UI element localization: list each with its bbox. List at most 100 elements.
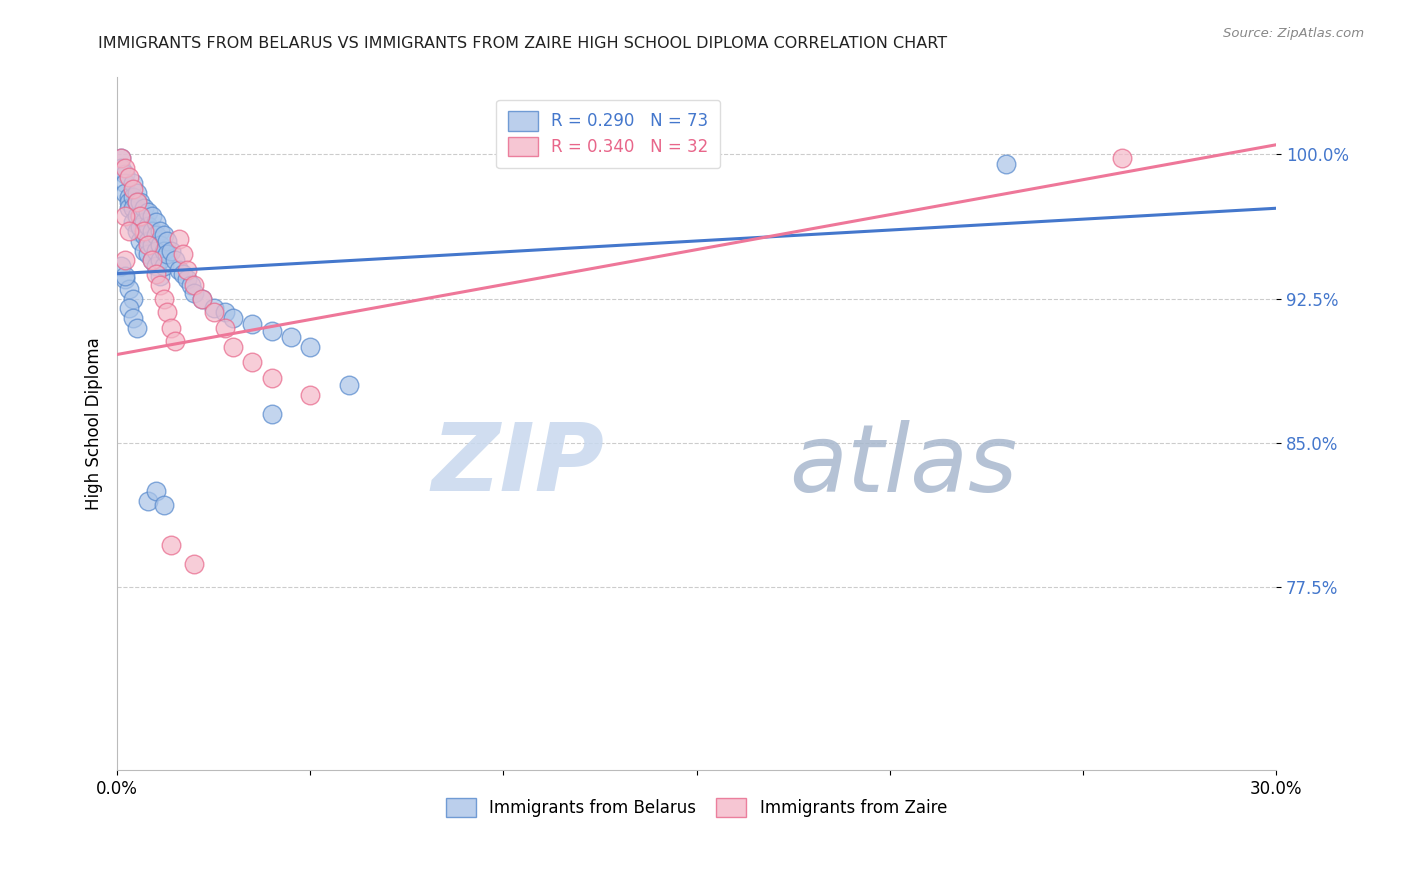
Point xyxy=(129,220,152,235)
Point xyxy=(134,244,156,258)
Y-axis label: High School Diploma: High School Diploma xyxy=(86,337,103,510)
Point xyxy=(114,161,136,175)
Point xyxy=(145,267,167,281)
Point xyxy=(180,278,202,293)
Point xyxy=(125,224,148,238)
Text: atlas: atlas xyxy=(789,420,1018,511)
Point xyxy=(191,292,214,306)
Point xyxy=(152,498,174,512)
Point xyxy=(121,215,143,229)
Point xyxy=(110,151,132,165)
Point xyxy=(121,292,143,306)
Point xyxy=(136,493,159,508)
Point xyxy=(114,167,136,181)
Point xyxy=(129,209,152,223)
Point xyxy=(183,557,205,571)
Point xyxy=(114,209,136,223)
Point xyxy=(134,228,156,243)
Point xyxy=(125,195,148,210)
Point xyxy=(136,247,159,261)
Point xyxy=(129,234,152,248)
Point xyxy=(183,278,205,293)
Point xyxy=(242,355,264,369)
Point xyxy=(110,151,132,165)
Point xyxy=(141,224,163,238)
Point xyxy=(299,340,322,354)
Point xyxy=(214,320,236,334)
Point xyxy=(145,215,167,229)
Point xyxy=(145,244,167,258)
Point xyxy=(176,262,198,277)
Point xyxy=(114,268,136,283)
Point xyxy=(129,209,152,223)
Point xyxy=(222,340,245,354)
Point xyxy=(152,244,174,258)
Point xyxy=(183,285,205,300)
Point xyxy=(121,310,143,325)
Point xyxy=(260,324,283,338)
Point xyxy=(118,301,141,316)
Point xyxy=(149,237,172,252)
Point xyxy=(136,237,159,252)
Point xyxy=(118,201,141,215)
Point xyxy=(129,195,152,210)
Point xyxy=(160,538,183,552)
Point xyxy=(118,190,141,204)
Point xyxy=(172,267,194,281)
Point xyxy=(136,234,159,248)
Point xyxy=(141,237,163,252)
Point xyxy=(167,232,190,246)
Point xyxy=(125,186,148,200)
Point xyxy=(121,182,143,196)
Point xyxy=(191,292,214,306)
Point xyxy=(156,305,179,319)
Point xyxy=(1111,151,1133,165)
Point xyxy=(222,310,245,325)
Point xyxy=(141,209,163,223)
Point xyxy=(165,253,187,268)
Point xyxy=(114,272,136,286)
Point xyxy=(121,201,143,215)
Point xyxy=(114,186,136,200)
Point xyxy=(176,272,198,286)
Point xyxy=(242,317,264,331)
Point xyxy=(260,370,283,384)
Point xyxy=(118,195,141,210)
Point xyxy=(125,320,148,334)
Point xyxy=(149,268,172,283)
Point xyxy=(136,219,159,233)
Point xyxy=(125,195,148,210)
Point xyxy=(110,161,132,175)
Point xyxy=(136,205,159,219)
Point xyxy=(160,320,183,334)
Point xyxy=(202,305,225,319)
Text: ZIP: ZIP xyxy=(432,419,605,511)
Point xyxy=(156,234,179,248)
Point xyxy=(145,228,167,243)
Point xyxy=(149,253,172,268)
Point xyxy=(121,176,143,190)
Point xyxy=(145,259,167,273)
Point xyxy=(167,262,190,277)
Legend: Immigrants from Belarus, Immigrants from Zaire: Immigrants from Belarus, Immigrants from… xyxy=(440,791,953,824)
Point xyxy=(994,157,1017,171)
Point xyxy=(114,253,136,268)
Point xyxy=(337,378,360,392)
Point xyxy=(141,253,163,268)
Point xyxy=(152,292,174,306)
Point xyxy=(280,330,302,344)
Point xyxy=(214,305,236,319)
Point xyxy=(134,215,156,229)
Point xyxy=(134,224,156,238)
Point xyxy=(172,247,194,261)
Point xyxy=(299,388,322,402)
Point xyxy=(160,244,183,258)
Point xyxy=(202,301,225,316)
Point xyxy=(121,190,143,204)
Point xyxy=(156,247,179,261)
Point xyxy=(134,201,156,215)
Point xyxy=(110,259,132,273)
Point xyxy=(152,259,174,273)
Point xyxy=(149,224,172,238)
Point xyxy=(141,253,163,268)
